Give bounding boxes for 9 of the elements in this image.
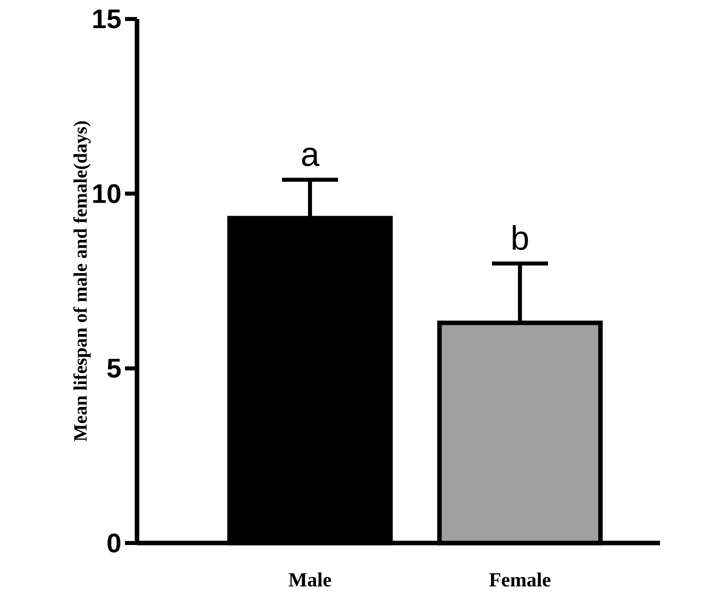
x-tick-label: Female — [489, 572, 550, 587]
annotation: a — [302, 148, 320, 166]
y-tick-label: 15 — [93, 10, 121, 28]
y-tick-label: 10 — [93, 184, 120, 204]
y-tick-label: 5 — [107, 358, 121, 378]
annotation: b — [512, 225, 528, 250]
x-tick-label: Male — [288, 572, 332, 587]
y-axis-title: Mean lifespan of male and female(days) — [73, 121, 91, 442]
y-tick-label: 0 — [108, 533, 120, 553]
